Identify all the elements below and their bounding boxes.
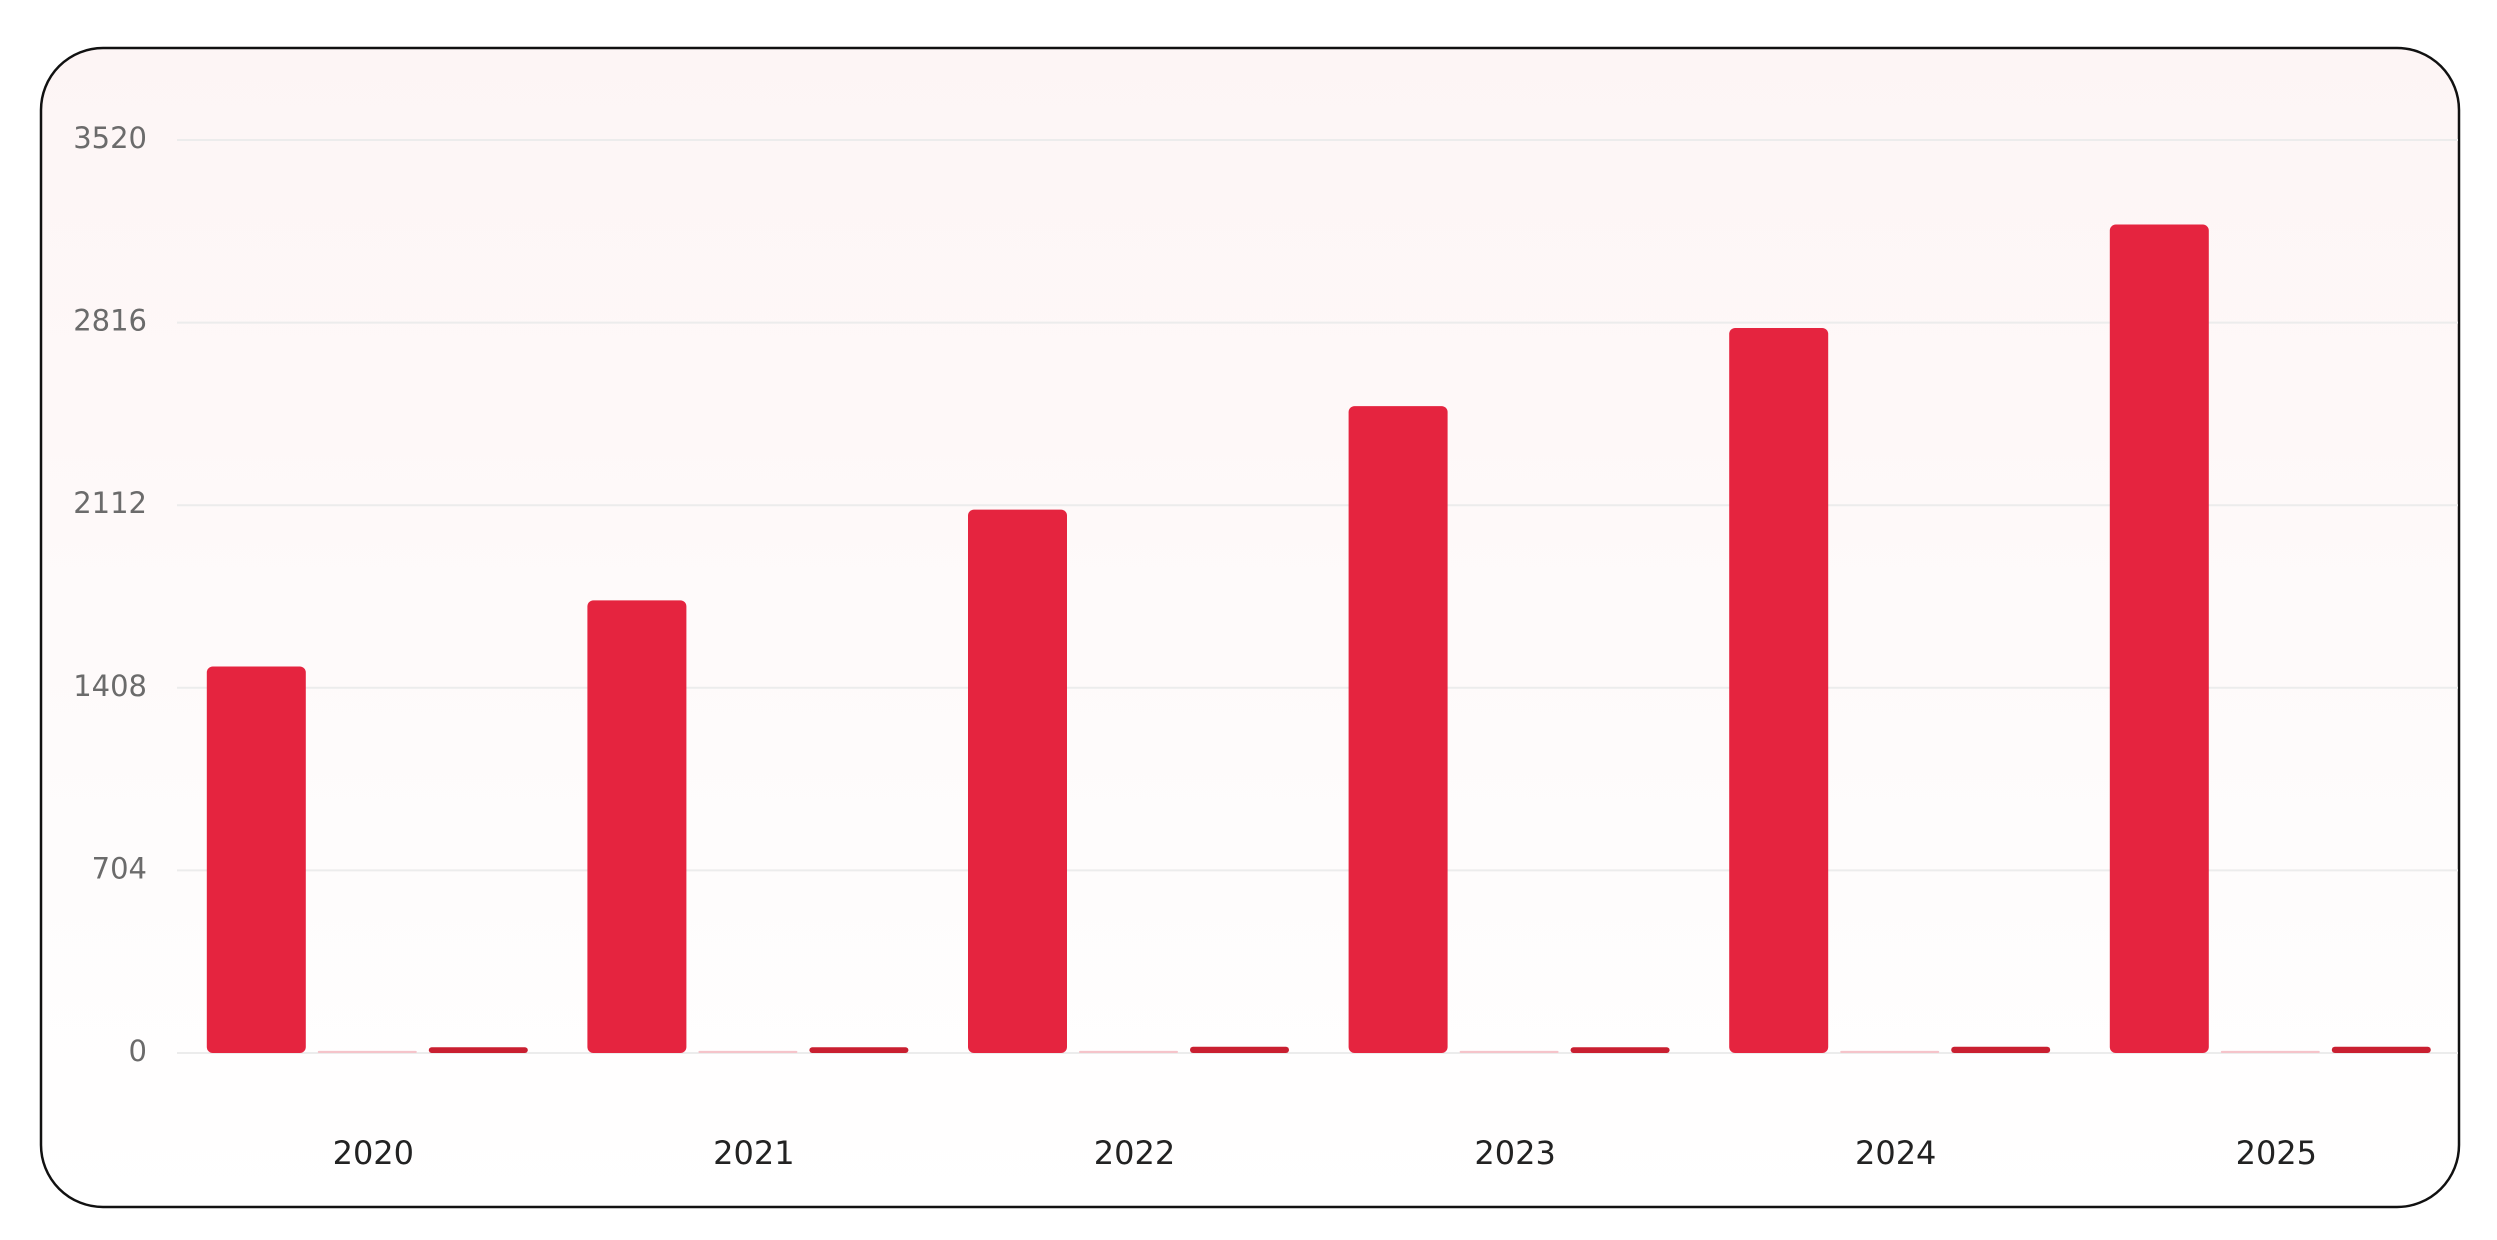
y-tick-label: 2112 <box>73 486 147 520</box>
bar <box>1570 1047 1670 1053</box>
bar <box>1459 1050 1559 1053</box>
x-tick-label: 2021 <box>713 1134 794 1172</box>
y-tick-label: 1408 <box>73 669 147 703</box>
x-tick-label: 2025 <box>2236 1134 2317 1172</box>
bar <box>1079 1050 1178 1053</box>
bar <box>1840 1050 1940 1053</box>
plot-area: 0 704 1408 2112 2816 3520 2020 2021 2022 2023 2024… <box>73 121 2458 1172</box>
chart-frame <box>39 46 2461 1209</box>
y-tick-label: 0 <box>129 1034 147 1068</box>
y-tick-label: 704 <box>92 851 147 885</box>
x-tick-label: 2024 <box>1855 1134 1936 1172</box>
bar <box>428 1047 528 1053</box>
bar <box>2331 1046 2431 1053</box>
x-tick-label: 2020 <box>333 1134 414 1172</box>
bar <box>206 666 306 1053</box>
bar <box>2220 1050 2320 1053</box>
bar <box>587 600 687 1053</box>
x-tick-label: 2023 <box>1474 1134 1555 1172</box>
bar <box>1951 1046 2051 1053</box>
y-tick-label: 2816 <box>73 304 147 338</box>
bar <box>1348 406 1448 1053</box>
bar <box>2109 224 2209 1053</box>
x-tick-label: 2022 <box>1094 1134 1175 1172</box>
bar <box>317 1050 417 1053</box>
bar <box>1190 1046 1289 1053</box>
bar <box>968 509 1067 1053</box>
bar <box>698 1050 798 1053</box>
bar <box>1729 328 1829 1053</box>
y-tick-label: 3520 <box>73 121 147 155</box>
bar <box>809 1047 909 1053</box>
